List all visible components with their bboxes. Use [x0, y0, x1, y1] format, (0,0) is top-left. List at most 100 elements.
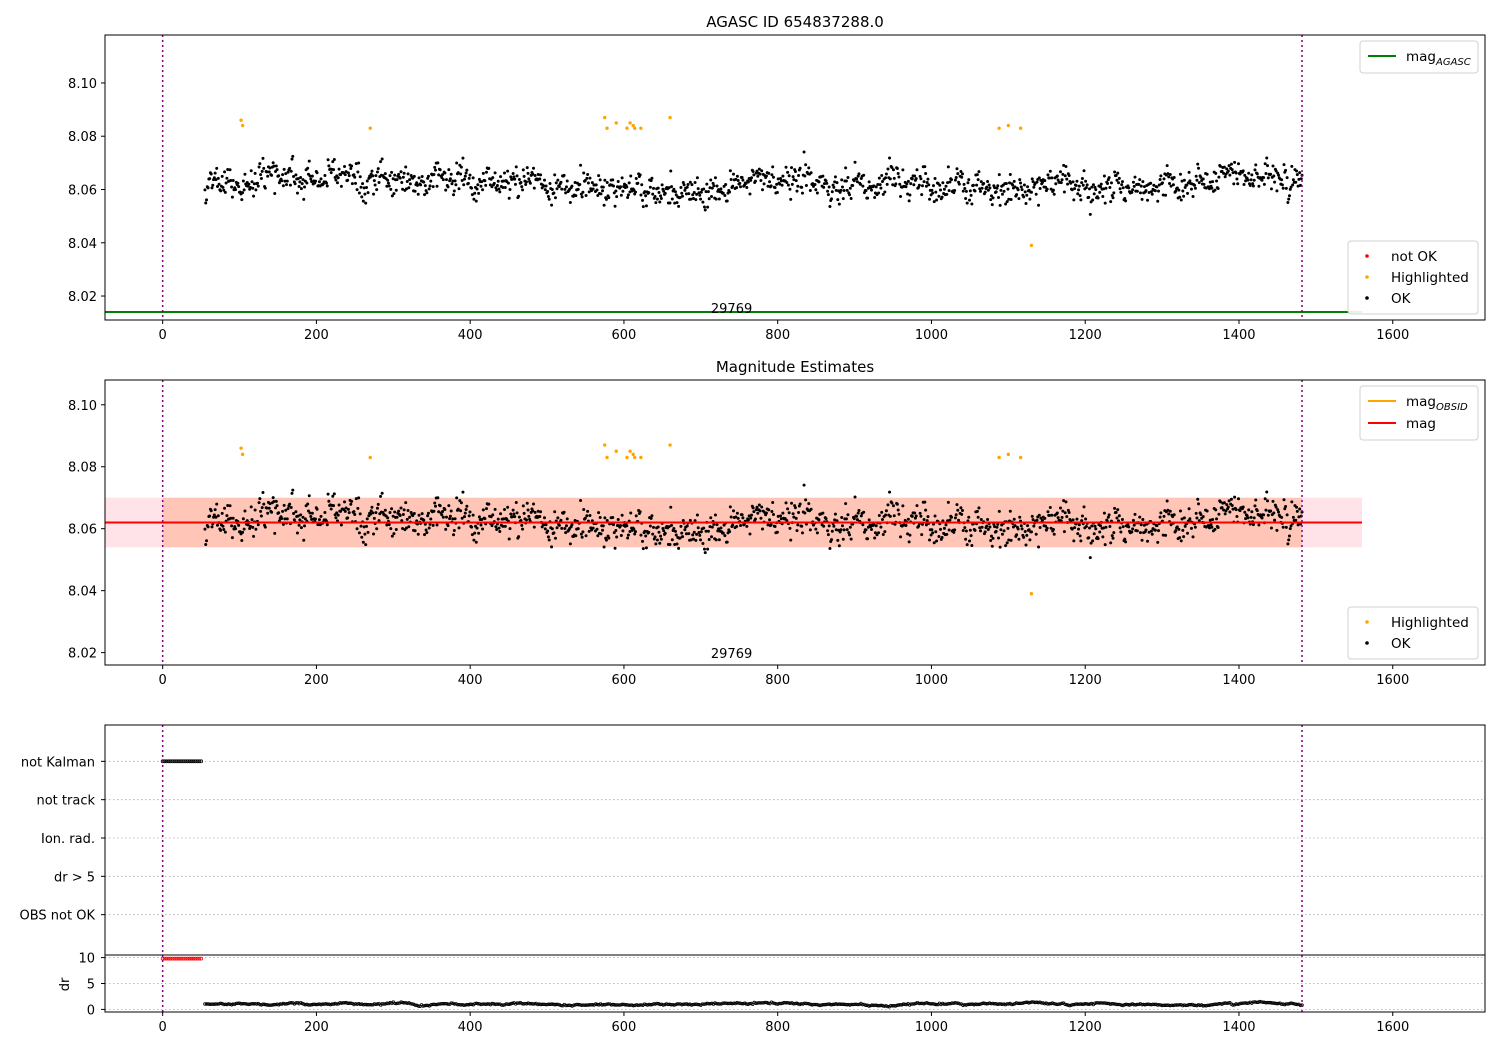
ok-point — [930, 188, 934, 192]
dr-point — [782, 1000, 786, 1005]
flag-point — [164, 759, 169, 764]
ok-point — [1280, 515, 1284, 519]
dr-point — [1174, 1003, 1179, 1007]
ok-point — [407, 525, 411, 529]
ok-point — [1255, 509, 1259, 513]
dr-point — [873, 1003, 877, 1007]
ok-point — [1104, 186, 1108, 190]
dr-point — [978, 1002, 982, 1006]
ok-point — [952, 530, 956, 534]
ok-point — [913, 511, 917, 515]
ok-point — [905, 182, 909, 186]
dr-point — [1168, 1003, 1172, 1008]
ok-point — [1116, 171, 1120, 175]
dr-point — [1110, 1002, 1114, 1006]
ok-point — [1215, 517, 1219, 521]
ok-point — [669, 169, 673, 173]
ok-point — [948, 180, 952, 184]
ok-point — [510, 515, 514, 519]
dr-point — [1239, 1001, 1243, 1006]
dr-point — [470, 1002, 474, 1007]
dr-point — [543, 1002, 548, 1007]
ok-point — [1189, 526, 1193, 530]
ok-point — [300, 182, 304, 186]
ok-point — [554, 181, 558, 185]
dr-point — [546, 1002, 551, 1006]
ok-point — [474, 540, 478, 544]
dr-point — [648, 1003, 653, 1007]
ok-point — [514, 165, 518, 169]
ok-point — [851, 184, 855, 188]
ok-point — [1233, 160, 1237, 164]
ok-point — [282, 167, 286, 171]
ok-point — [1088, 526, 1092, 530]
dr-point — [209, 1002, 213, 1007]
ok-point — [1179, 539, 1183, 543]
ok-point — [1290, 164, 1294, 168]
ok-point — [989, 538, 993, 542]
ok-point — [229, 179, 233, 183]
dr-point — [1218, 1002, 1223, 1006]
ok-point — [1275, 528, 1279, 532]
ok-point — [1167, 181, 1171, 185]
ok-point — [1133, 175, 1137, 179]
ok-point — [208, 514, 212, 518]
dr-point — [586, 1003, 590, 1007]
ok-point — [685, 524, 689, 528]
ok-point — [619, 533, 623, 537]
ok-point — [399, 506, 403, 510]
dr-point — [732, 1001, 736, 1005]
ok-point — [625, 185, 629, 189]
ok-point — [1115, 516, 1119, 520]
ok-point — [866, 196, 870, 200]
dr-point — [333, 1001, 337, 1006]
ok-point — [491, 513, 495, 517]
ok-point — [546, 529, 550, 533]
ok-point — [798, 166, 802, 170]
ok-point — [1107, 513, 1111, 517]
ok-point — [556, 178, 560, 182]
ok-point — [1252, 178, 1256, 182]
ok-point — [804, 163, 808, 167]
ok-point — [594, 183, 598, 187]
ok-point — [206, 186, 210, 190]
dr-point — [837, 1002, 841, 1006]
ok-point — [329, 507, 333, 511]
ok-point — [960, 512, 964, 516]
ok-point — [888, 156, 892, 160]
ok-point — [228, 504, 232, 508]
ok-point — [429, 517, 433, 521]
ok-point — [1088, 187, 1092, 191]
ok-point — [787, 511, 791, 515]
ok-point — [452, 533, 456, 537]
ok-point — [815, 191, 819, 195]
ok-point — [1291, 183, 1295, 187]
ok-point — [372, 179, 376, 183]
dr-high-point — [183, 956, 188, 961]
dr-point — [1226, 1001, 1230, 1005]
ok-point — [377, 181, 381, 185]
ok-point — [636, 181, 640, 185]
ok-point — [583, 178, 587, 182]
dr-point — [264, 1003, 268, 1007]
ok-point — [409, 510, 413, 514]
ok-point — [1253, 168, 1257, 172]
ok-point — [583, 516, 587, 520]
ok-point — [769, 184, 773, 188]
dr-point — [843, 1002, 848, 1007]
ok-point — [1037, 545, 1041, 549]
ok-point — [962, 182, 966, 186]
ok-point — [1043, 179, 1047, 183]
ok-point — [932, 200, 936, 204]
dr-point — [269, 1003, 273, 1007]
ok-point — [205, 539, 209, 543]
ok-point — [695, 176, 699, 180]
ok-point — [855, 180, 859, 184]
ok-point — [968, 528, 972, 532]
ok-point — [767, 171, 771, 175]
dr-point — [1159, 1003, 1163, 1007]
ok-point — [550, 527, 554, 531]
dr-point — [305, 1002, 309, 1007]
dr-point — [1173, 1003, 1177, 1007]
ok-point — [827, 185, 831, 189]
